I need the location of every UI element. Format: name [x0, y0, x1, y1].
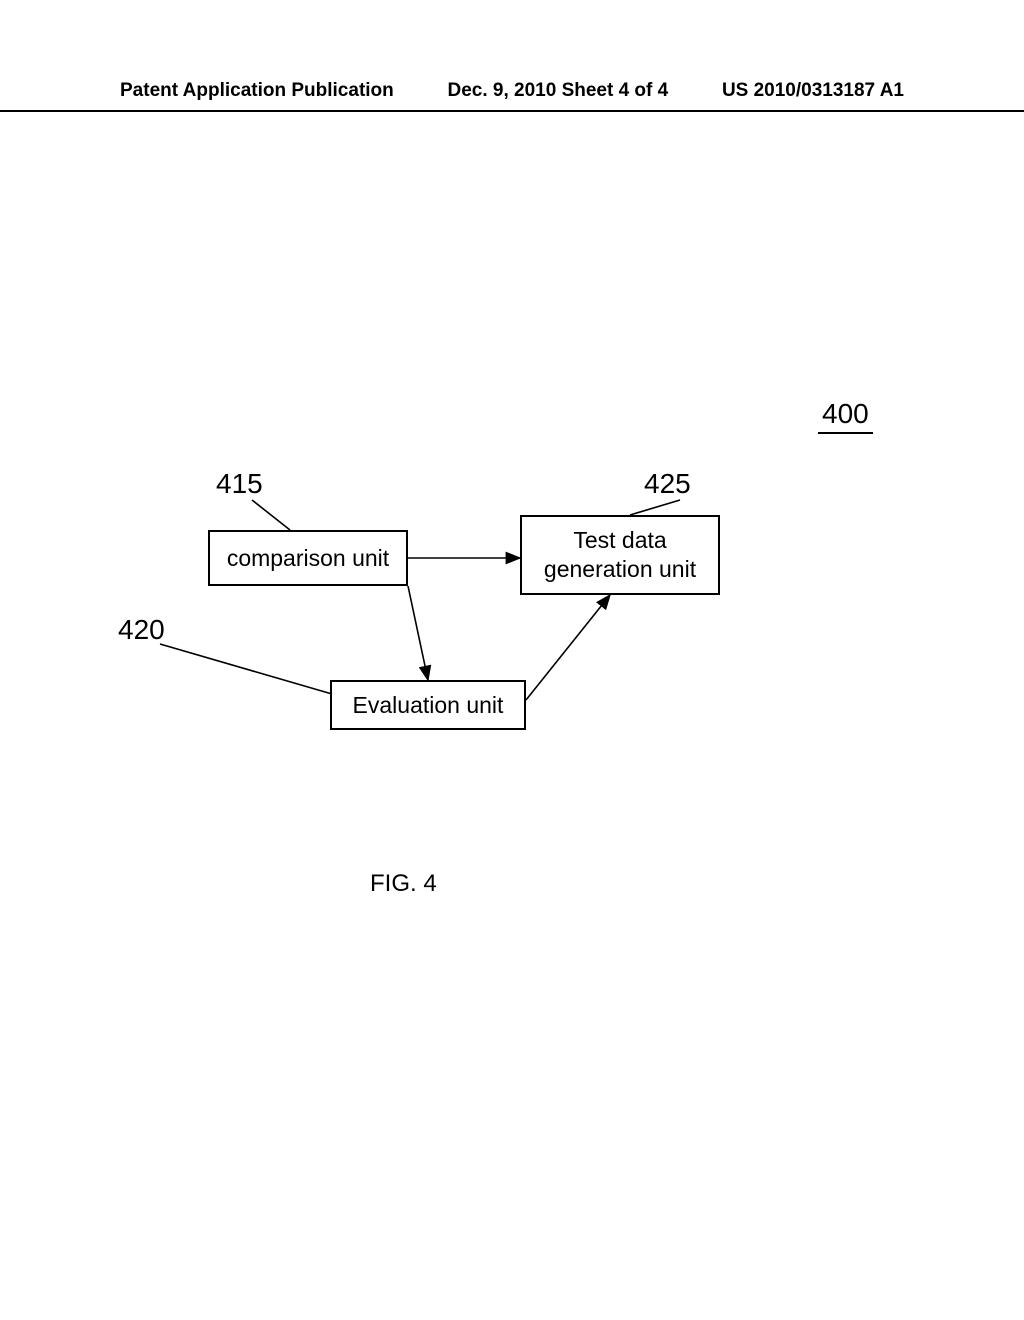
node-evaluation-label: Evaluation unit	[353, 691, 504, 720]
node-evaluation-unit: Evaluation unit	[330, 680, 526, 730]
page-header: Patent Application Publication Dec. 9, 2…	[0, 80, 1024, 112]
ref-425: 425	[644, 468, 691, 500]
header-center: Dec. 9, 2010 Sheet 4 of 4	[447, 80, 668, 102]
diagram-connectors	[0, 0, 1024, 1320]
node-testdata-label: Test data generation unit	[530, 526, 710, 584]
header-left: Patent Application Publication	[120, 80, 394, 102]
node-testdata-unit: Test data generation unit	[520, 515, 720, 595]
node-comparison-unit: comparison unit	[208, 530, 408, 586]
ref-420: 420	[118, 614, 165, 646]
figure-ref-main: 400	[818, 398, 873, 434]
ref-415: 415	[216, 468, 263, 500]
header-right: US 2010/0313187 A1	[722, 80, 904, 102]
node-comparison-label: comparison unit	[227, 544, 389, 573]
figure-caption: FIG. 4	[370, 870, 437, 898]
